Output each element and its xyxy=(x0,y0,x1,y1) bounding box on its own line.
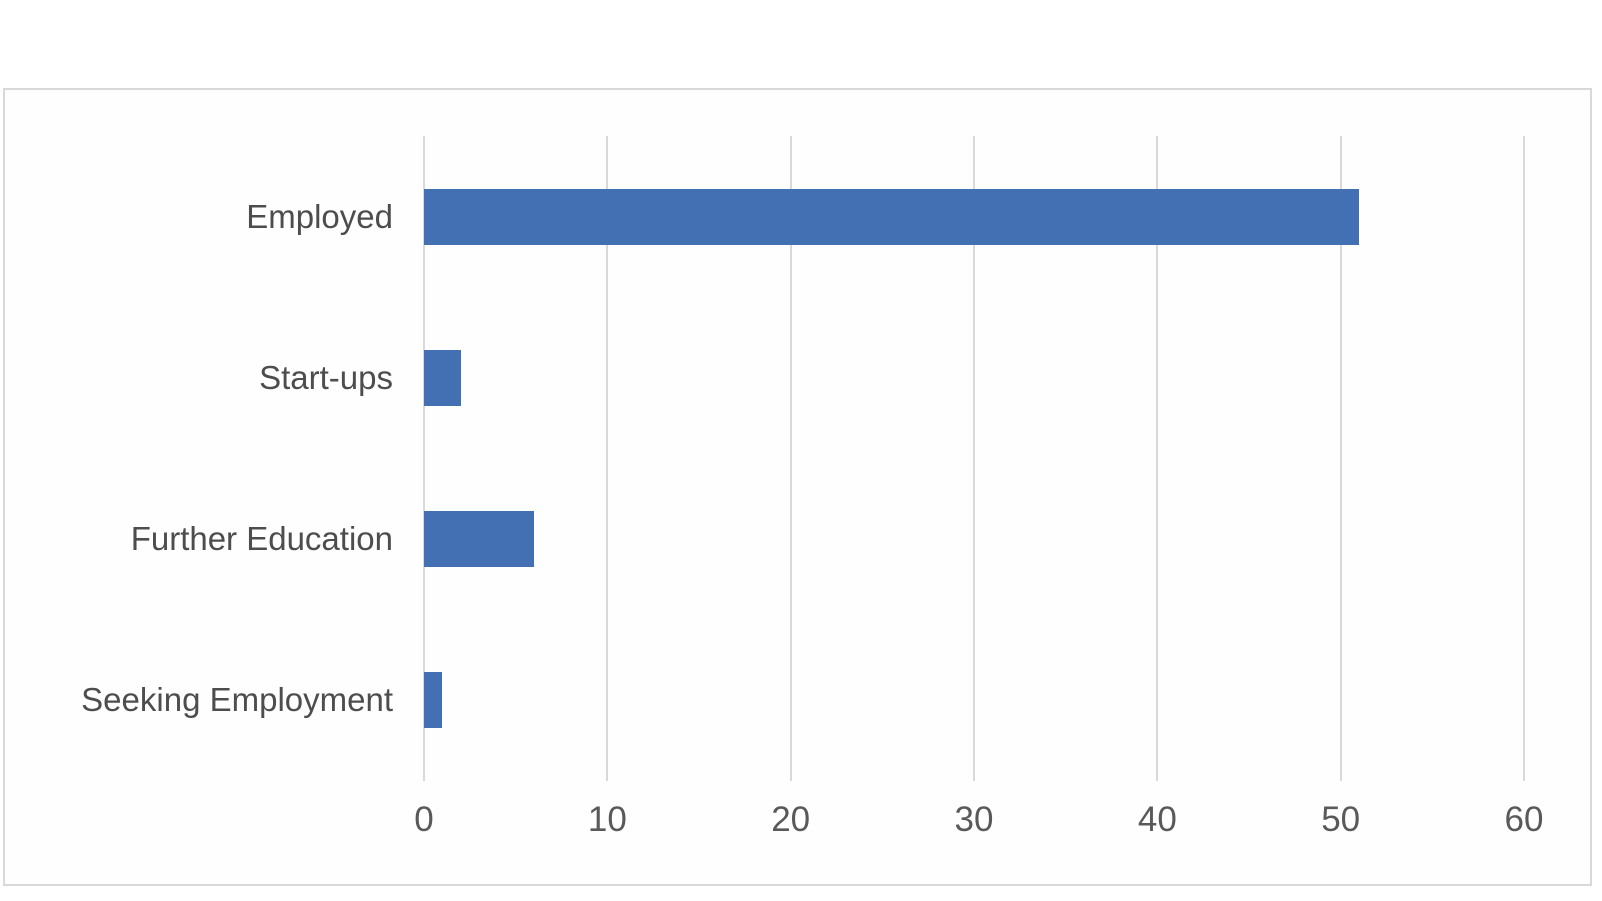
bar-employed xyxy=(424,189,1359,245)
category-label-start-ups: Start-ups xyxy=(259,359,393,396)
x-tick-label: 60 xyxy=(1504,800,1544,839)
gridline-60 xyxy=(1523,136,1525,781)
gridline-0 xyxy=(423,136,425,781)
category-label-further-education: Further Education xyxy=(130,520,393,557)
x-tick-label: 10 xyxy=(587,800,627,839)
x-tick-label: 20 xyxy=(771,800,811,839)
chart-frame: Employed Start-ups Further Education Seekin… xyxy=(3,88,1592,886)
x-tick-label: 50 xyxy=(1321,800,1361,839)
x-tick-label: 0 xyxy=(414,800,434,839)
x-tick-label: 40 xyxy=(1137,800,1177,839)
gridline-10 xyxy=(606,136,609,781)
gridline-20 xyxy=(789,136,792,781)
category-label-employed: Employed xyxy=(246,198,393,235)
bar-seeking-employment xyxy=(424,672,442,728)
gridline-40 xyxy=(1156,136,1159,781)
bar-start-ups xyxy=(424,350,461,406)
gridline-30 xyxy=(973,136,975,781)
category-label-seeking-employment: Seeking Employment xyxy=(81,681,393,718)
x-tick-label: 30 xyxy=(954,800,994,839)
gridline-50 xyxy=(1339,136,1342,781)
bar-further-education xyxy=(424,511,534,567)
